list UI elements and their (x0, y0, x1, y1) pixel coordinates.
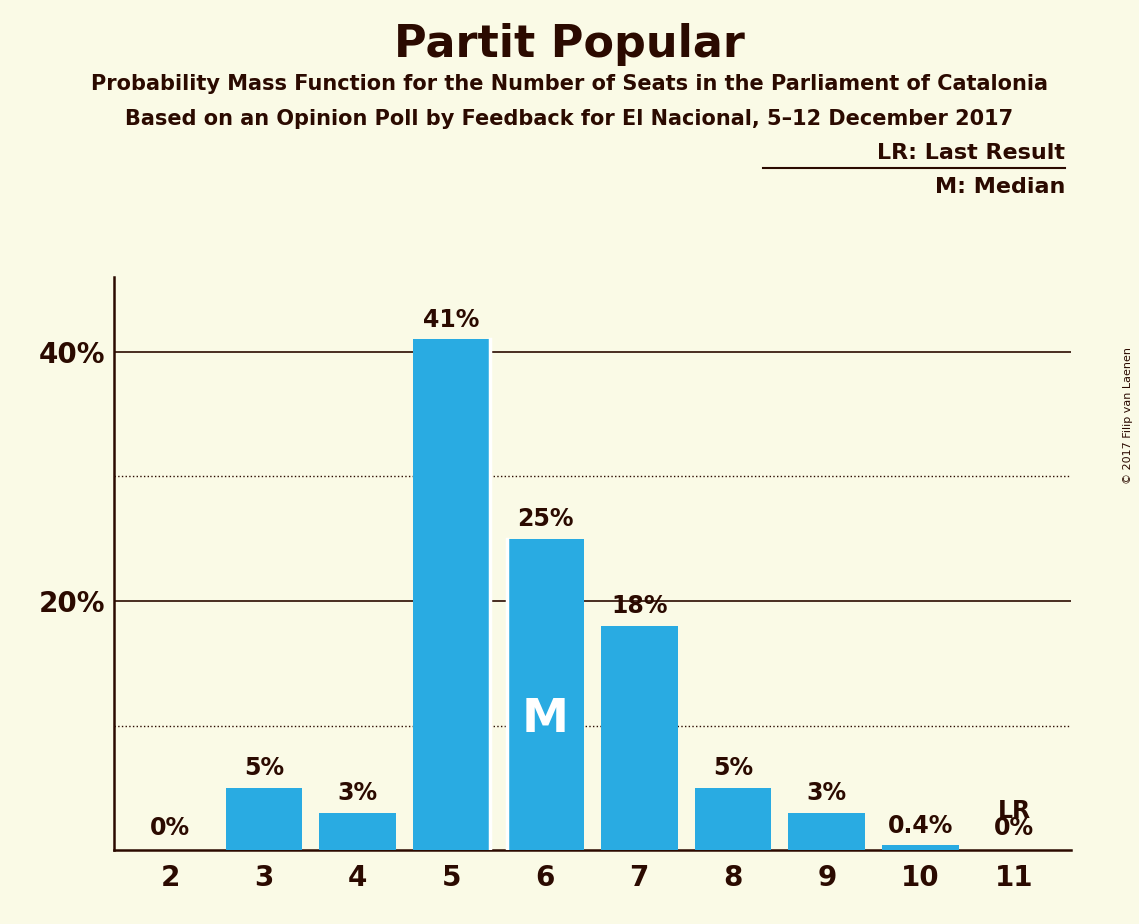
Bar (319, 813, 396, 850)
Text: 0.4%: 0.4% (888, 814, 953, 838)
Text: Probability Mass Function for the Number of Seats in the Parliament of Catalonia: Probability Mass Function for the Number… (91, 74, 1048, 94)
Text: 0%: 0% (150, 816, 190, 840)
Text: M: M (522, 697, 568, 742)
Text: 5%: 5% (713, 757, 753, 781)
Bar (882, 845, 959, 850)
Text: 3%: 3% (806, 782, 846, 805)
Bar (413, 339, 490, 850)
Text: LR: Last Result: LR: Last Result (877, 143, 1065, 164)
Bar (788, 813, 866, 850)
Bar (695, 788, 771, 850)
Bar (226, 788, 303, 850)
Text: 3%: 3% (338, 782, 378, 805)
Text: M: Median: M: Median (935, 177, 1065, 198)
Text: 25%: 25% (517, 507, 574, 531)
Text: 18%: 18% (611, 594, 667, 618)
Text: LR: LR (998, 798, 1031, 822)
Bar (507, 539, 584, 850)
Text: 0%: 0% (994, 816, 1034, 840)
Text: 41%: 41% (424, 308, 480, 332)
Text: 5%: 5% (244, 757, 284, 781)
Text: Based on an Opinion Poll by Feedback for El Nacional, 5–12 December 2017: Based on an Opinion Poll by Feedback for… (125, 109, 1014, 129)
Bar (600, 626, 678, 850)
Text: Partit Popular: Partit Popular (394, 23, 745, 67)
Text: © 2017 Filip van Laenen: © 2017 Filip van Laenen (1123, 347, 1133, 484)
